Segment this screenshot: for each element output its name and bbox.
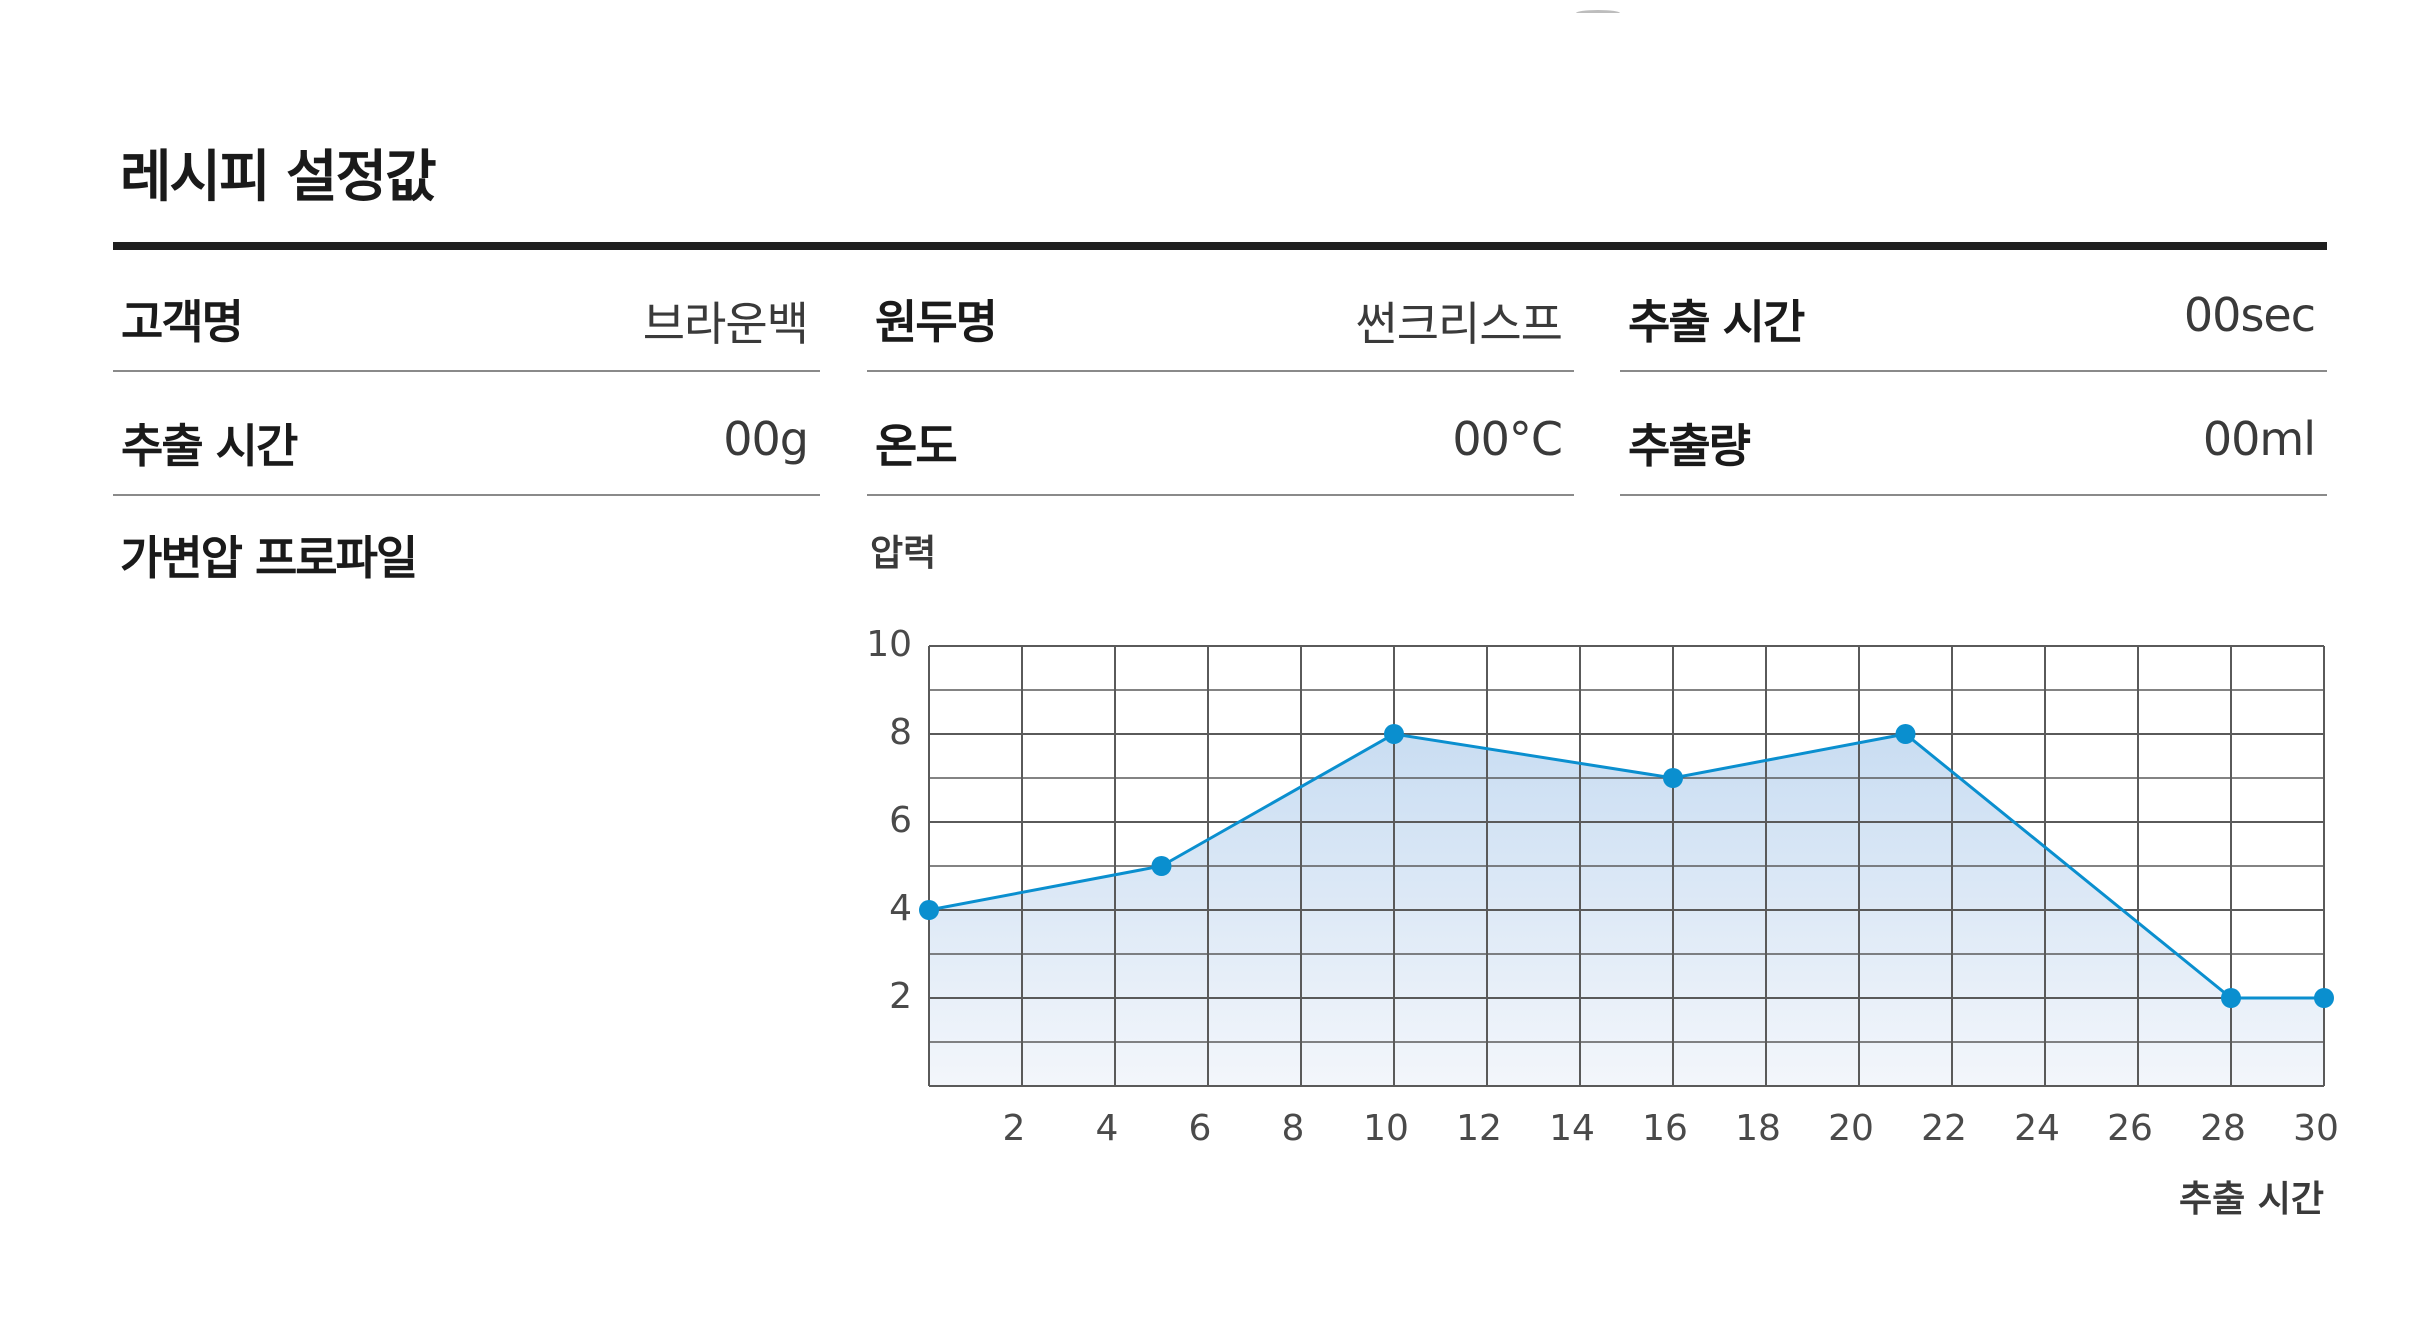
field-label: 추출량 [1628, 419, 1751, 473]
field-customer-name: 고객명 브라운백 [113, 248, 820, 372]
top-decoration [1576, 10, 1620, 16]
x-tick-label: 22 [1921, 1108, 1967, 1149]
x-tick-label: 10 [1363, 1108, 1409, 1149]
line-layer [919, 724, 2334, 1008]
x-axis-title: 추출 시간 [2179, 1179, 2324, 1220]
x-tick-label: 12 [1456, 1108, 1502, 1149]
field-label: 고객명 [121, 295, 244, 349]
y-tick-label: 10 [866, 624, 912, 665]
data-point [919, 900, 939, 920]
x-tick-label: 2 [1003, 1108, 1026, 1149]
field-dose: 추출 시간 00g [113, 372, 820, 496]
field-label: 온도 [875, 419, 958, 473]
x-tick-label: 6 [1189, 1108, 1212, 1149]
pressure-profile-label: 가변압 프로파일 [120, 531, 418, 585]
data-point [1895, 724, 1916, 744]
data-point [1151, 856, 1172, 876]
field-value: 00g [723, 412, 809, 466]
field-extraction-time: 추출 시간 00sec [1620, 248, 2327, 372]
field-value: 00ml [2202, 412, 2316, 466]
x-tick-label: 14 [1549, 1108, 1595, 1149]
data-point [2221, 988, 2241, 1008]
x-tick-label: 8 [1282, 1108, 1305, 1149]
field-value: 00sec [2183, 288, 2316, 342]
field-label: 추출 시간 [121, 419, 298, 473]
x-tick-label: 30 [2293, 1108, 2339, 1149]
y-tick-label: 6 [889, 800, 912, 841]
field-temperature: 온도 00°C [867, 372, 1574, 496]
x-tick-label: 20 [1828, 1108, 1874, 1149]
x-tick-label: 26 [2107, 1108, 2153, 1149]
field-bean-name: 원두명 썬크리스프 [867, 248, 1574, 372]
y-tick-label: 4 [889, 888, 912, 929]
y-axis-title: 압력 [870, 533, 936, 574]
data-point [2314, 988, 2334, 1008]
field-label: 추출 시간 [1628, 295, 1805, 349]
y-tick-label: 8 [889, 712, 912, 753]
page-title: 레시피 설정값 [120, 145, 437, 210]
data-point [1663, 768, 1683, 788]
x-tick-label: 18 [1735, 1108, 1781, 1149]
x-tick-label: 24 [2014, 1108, 2060, 1149]
x-tick-label: 4 [1096, 1108, 1119, 1149]
y-tick-label: 2 [889, 976, 912, 1017]
field-value: 브라운백 [642, 297, 809, 351]
field-yield: 추출량 00ml [1620, 372, 2327, 496]
field-label: 원두명 [875, 295, 998, 349]
x-tick-label: 16 [1642, 1108, 1688, 1149]
x-tick-label: 28 [2200, 1108, 2246, 1149]
data-point [1384, 724, 1404, 744]
title-divider [113, 242, 2327, 250]
field-value: 썬크리스프 [1355, 297, 1563, 351]
grid-layer [928, 645, 2325, 1087]
field-value: 00°C [1452, 412, 1563, 466]
